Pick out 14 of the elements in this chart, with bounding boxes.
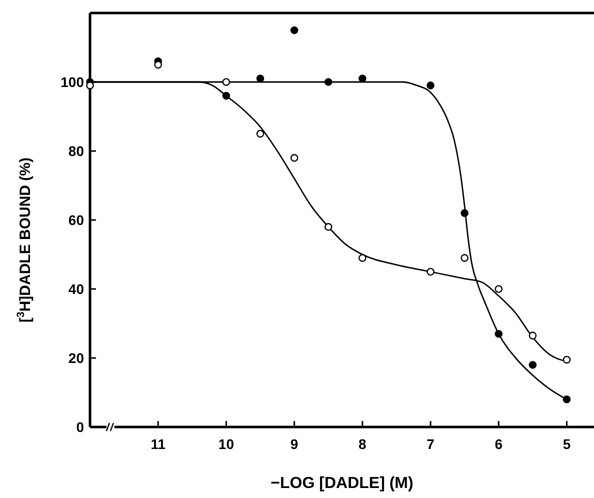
x-tick-label: 5 xyxy=(562,436,571,452)
y-tick-label: 40 xyxy=(68,280,84,297)
x-tick-label: 10 xyxy=(218,436,234,452)
y-tick-label: 100 xyxy=(60,74,84,90)
y-tick-label: 80 xyxy=(68,142,84,159)
y-tick-label: 20 xyxy=(68,350,84,366)
x-tick-label: 6 xyxy=(494,436,503,452)
x-tick-label: 11 xyxy=(150,436,166,452)
x-axis-title: −LOG [DADLE] (M) xyxy=(270,475,414,492)
y-tick-label: 0 xyxy=(76,418,84,435)
x-tick-label: 9 xyxy=(290,436,298,452)
x-tick-label: 8 xyxy=(358,436,367,452)
x-tick-label: 7 xyxy=(426,436,435,452)
y-tick-label: 60 xyxy=(68,212,84,228)
